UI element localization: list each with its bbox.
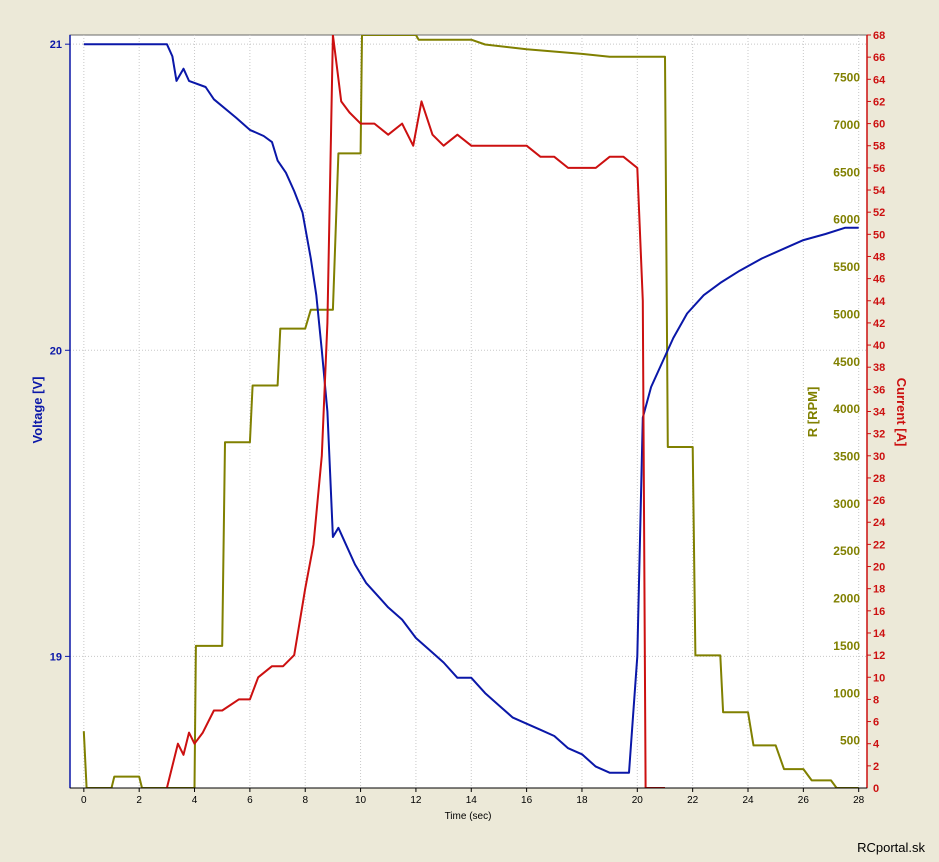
rpm-tick-label: 7000	[833, 118, 860, 132]
current-tick-label: 2	[873, 761, 879, 773]
x-tick-label: 24	[742, 795, 754, 806]
x-tick-label: 20	[632, 795, 644, 806]
current-tick-label: 40	[873, 340, 885, 352]
current-tick-label: 46	[873, 274, 885, 286]
x-axis-label: Time (sec)	[445, 811, 492, 822]
x-tick-label: 16	[521, 795, 533, 806]
x-tick-label: 2	[136, 795, 142, 806]
voltage-tick-label: 19	[50, 651, 62, 663]
current-tick-label: 50	[873, 229, 885, 241]
rpm-tick-label: 500	[840, 734, 860, 748]
current-tick-label: 24	[873, 517, 886, 529]
voltage-series-line	[83, 43, 859, 774]
rpm-tick-label: 6500	[833, 165, 860, 179]
rpm-tick-label: 1500	[833, 639, 860, 653]
x-tick-label: 10	[355, 795, 367, 806]
series-lines	[82, 35, 859, 788]
voltage-tick-label: 21	[50, 39, 62, 51]
current-tick-label: 14	[873, 628, 886, 640]
current-tick-label: 62	[873, 96, 885, 108]
current-tick-label: 44	[873, 296, 886, 308]
current-tick-label: 10	[873, 672, 885, 684]
rpm-tick-label: 5000	[833, 307, 860, 321]
x-tick-label: 8	[302, 795, 308, 806]
x-tick-label: 4	[192, 795, 198, 806]
current-tick-label: 20	[873, 562, 885, 574]
current-tick-label: 36	[873, 384, 885, 396]
current-tick-label: 8	[873, 694, 879, 706]
current-tick-label: 52	[873, 207, 885, 219]
voltage-tick-label: 20	[50, 345, 62, 357]
credit-text: RCportal.sk	[857, 840, 925, 855]
current-tick-label: 16	[873, 606, 885, 618]
current-tick-label: 18	[873, 584, 885, 596]
current-tick-label: 34	[873, 407, 886, 419]
axes: 0 2 4 6 8 10 12 14 16 18 20 22 24 26 28192021500100015…	[50, 30, 886, 806]
current-tick-label: 30	[873, 451, 885, 463]
current-tick-label: 6	[873, 717, 879, 729]
rpm-tick-label: 3000	[833, 497, 860, 511]
current-series-line	[165, 35, 665, 788]
rpm-tick-label: 2500	[833, 544, 860, 558]
current-tick-label: 32	[873, 429, 885, 441]
plot-area	[69, 34, 868, 789]
voltage-axis-label: Voltage [V]	[30, 377, 45, 444]
rpm-tick-label: 2000	[833, 592, 860, 606]
rpm-tick-label: 3500	[833, 449, 860, 463]
current-tick-label: 58	[873, 141, 885, 153]
current-tick-label: 22	[873, 539, 885, 551]
current-tick-label: 54	[873, 185, 886, 197]
x-tick-label: 22	[687, 795, 699, 806]
current-tick-label: 68	[873, 30, 885, 42]
x-tick-label: 0	[81, 795, 87, 806]
current-tick-label: 60	[873, 119, 885, 131]
rpm-series-line	[82, 35, 859, 788]
current-tick-label: 0	[873, 783, 879, 795]
current-tick-label: 26	[873, 495, 885, 507]
x-tick-label: 14	[466, 795, 478, 806]
current-tick-label: 48	[873, 251, 885, 263]
current-axis-label: Current [A]	[894, 378, 909, 447]
rpm-tick-label: 6000	[833, 213, 860, 227]
current-tick-label: 4	[873, 739, 880, 751]
current-tick-label: 38	[873, 362, 885, 374]
current-tick-label: 56	[873, 163, 885, 175]
current-tick-label: 42	[873, 318, 885, 330]
rpm-tick-label: 7500	[833, 71, 860, 85]
x-tick-label: 26	[798, 795, 810, 806]
grid-lines	[70, 35, 867, 788]
x-tick-label: 6	[247, 795, 253, 806]
rpm-tick-label: 4500	[833, 355, 860, 369]
x-tick-label: 18	[576, 795, 588, 806]
x-tick-label: 12	[410, 795, 422, 806]
current-tick-label: 64	[873, 74, 886, 86]
current-tick-label: 12	[873, 650, 885, 662]
rpm-axis-label: R [RPM]	[805, 387, 820, 438]
rpm-tick-label: 4000	[833, 402, 860, 416]
rpm-tick-label: 1000	[833, 686, 860, 700]
current-tick-label: 66	[873, 52, 885, 64]
rpm-tick-label: 5500	[833, 260, 860, 274]
current-tick-label: 28	[873, 473, 885, 485]
x-tick-label: 28	[853, 795, 865, 806]
